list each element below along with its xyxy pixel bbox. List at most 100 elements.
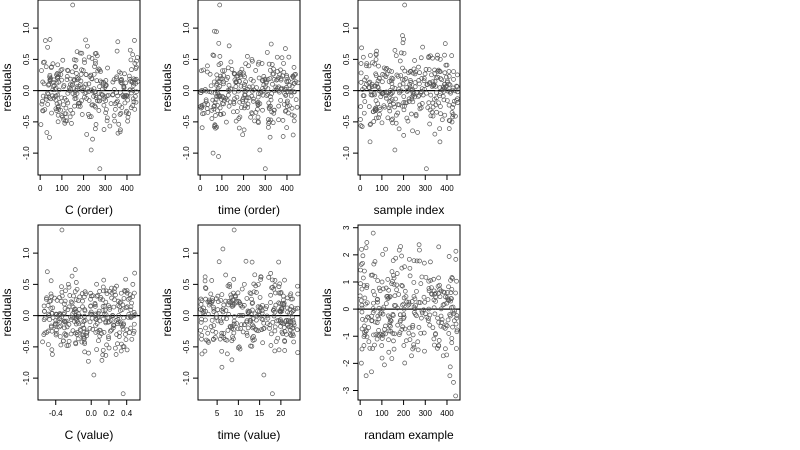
data-point [217,336,223,342]
data-point [118,348,124,354]
y-tick-label: 0.0 [22,310,31,322]
outlier-point [217,2,223,8]
data-point [359,246,364,252]
data-point [392,48,398,53]
data-point [391,346,397,352]
data-point [211,304,216,310]
data-point [375,84,380,90]
data-point [249,301,255,306]
data-point [48,65,54,70]
data-point [388,317,393,323]
data-point [71,293,76,299]
y-tick-label: 3 [342,225,351,230]
data-point [429,285,434,291]
data-point [54,75,60,80]
y-tick-label: 0.0 [342,85,351,97]
data-point [69,300,75,306]
data-point [401,295,407,301]
x-tick-label: 0 [198,184,203,193]
data-point [382,326,387,332]
data-point [400,81,406,87]
data-point [129,67,134,73]
data-point [449,275,455,280]
data-point [417,106,423,112]
data-point [243,103,248,109]
data-point [429,72,434,78]
data-point [243,79,249,85]
data-point [372,106,378,112]
data-point [292,89,297,95]
data-point [80,68,86,73]
x-axis-label: C (order) [65,203,113,217]
data-point [238,303,244,309]
data-point [452,88,458,94]
data-point [374,48,380,54]
data-point [268,117,274,123]
x-tick-label: 100 [55,184,69,193]
data-point [379,91,385,97]
data-point [284,100,290,106]
data-point [361,334,367,339]
data-point [359,286,365,292]
data-point [437,282,442,288]
data-point [401,312,407,317]
data-point [383,74,389,80]
data-point [210,97,216,103]
data-point [223,308,229,313]
data-point [258,274,264,280]
data-point [217,105,223,111]
data-point [70,110,76,116]
data-point [405,118,411,124]
y-tick-label: 1.0 [22,22,31,34]
data-point [276,117,281,123]
data-point [125,118,130,124]
data-point [47,78,53,84]
data-point [284,305,290,311]
data-point [358,360,364,366]
data-point [373,52,379,58]
data-point [126,73,132,79]
data-point [268,97,274,103]
x-tick-label: 0.2 [103,409,115,418]
data-point [41,81,47,87]
data-point [130,96,136,102]
data-point [436,244,442,250]
data-point [407,265,413,271]
data-point [367,139,373,145]
data-point [419,101,425,106]
data-point [389,356,395,361]
data-point [443,322,449,328]
data-point [226,43,232,49]
data-point [373,83,378,89]
data-point [413,112,419,117]
data-point [249,57,255,62]
data-point [375,332,381,338]
data-point [243,89,249,94]
data-point [417,258,422,264]
outlier-point [392,147,398,153]
x-tick-label: 300 [99,184,113,193]
data-point [284,79,290,85]
data-point [276,300,282,306]
data-point [446,126,452,131]
data-point [391,275,397,281]
data-point [93,104,98,110]
y-tick-label: -0.5 [182,114,191,128]
data-point [125,97,131,103]
y-tick-label: 0.5 [22,53,31,65]
data-point [290,314,295,320]
data-point [383,95,389,101]
data-point [112,87,117,92]
data-point [389,69,394,74]
data-point [291,74,296,80]
data-point [46,342,51,347]
data-point [211,309,217,314]
data-point [247,84,252,90]
data-point [249,335,255,341]
data-point [390,313,396,318]
data-point [270,319,276,325]
data-point [202,278,208,284]
data-point [453,113,458,119]
data-point [419,315,424,321]
data-point [202,274,208,280]
